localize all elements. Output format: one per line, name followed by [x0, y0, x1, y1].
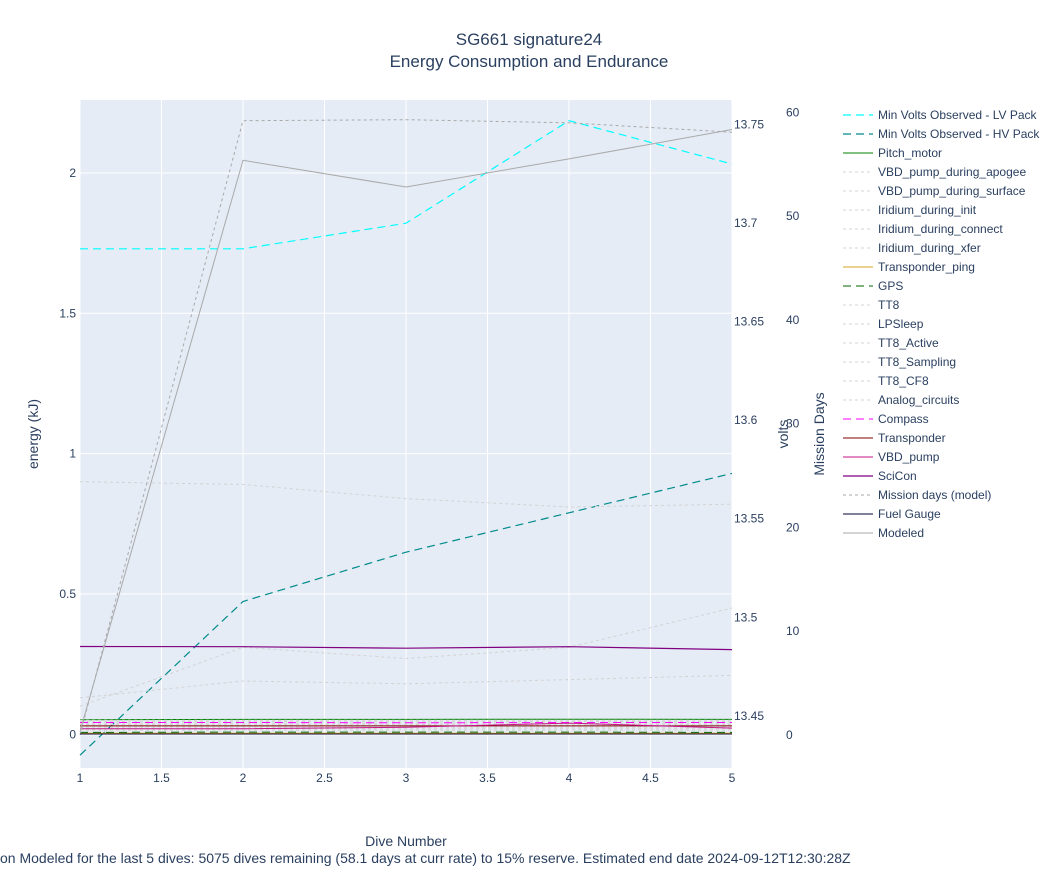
y-tick-label-volts: 13.55: [734, 512, 764, 526]
legend-entry: Iridium_during_init: [878, 203, 977, 217]
legend-entry: TT8_Sampling: [878, 355, 956, 369]
series-line: [79, 119, 733, 735]
x-tick-label: 2.5: [316, 771, 333, 785]
legend-entry: VBD_pump: [878, 450, 940, 464]
legend-entry: VBD_pump_during_apogee: [878, 165, 1026, 179]
y-tick-label-mission-days: 50: [786, 209, 800, 223]
y-tick-label-energy: 1: [69, 447, 76, 461]
y-tick-label-mission-days: 10: [786, 624, 800, 638]
legend-entry: Analog_circuits: [878, 393, 959, 407]
legend-entry: Transponder_ping: [878, 260, 975, 274]
legend-entry: Mission days (model): [878, 488, 991, 502]
y-axis-label-volts: volts: [775, 420, 791, 449]
y-tick-label-energy: 0: [69, 727, 76, 741]
legend-entry: VBD_pump_during_surface: [878, 184, 1026, 198]
x-tick-label: 2: [240, 771, 247, 785]
y-tick-label-energy: 0.5: [59, 587, 76, 601]
legend-entry: Pitch_motor: [878, 146, 942, 160]
x-tick-label: 4.5: [642, 771, 659, 785]
y-tick-label-energy: 1.5: [59, 306, 76, 320]
y-tick-label-energy: 2: [69, 166, 76, 180]
series-line: [79, 718, 733, 721]
legend-entry: Modeled: [878, 526, 924, 540]
y-axis-label-mission-days: Mission Days: [811, 392, 827, 475]
legend-entry: Iridium_during_connect: [878, 222, 1003, 236]
legend-entry: Min Volts Observed - HV Pack: [878, 127, 1040, 141]
chart-subtitle: Energy Consumption and Endurance: [390, 52, 669, 71]
series-line: [79, 607, 733, 707]
y-tick-label-volts: 13.7: [734, 216, 758, 230]
y-tick-label-mission-days: 30: [786, 417, 800, 431]
x-tick-label: 4: [566, 771, 573, 785]
x-tick-label: 3: [403, 771, 410, 785]
legend-entry: TT8: [878, 298, 900, 312]
series-line: [80, 722, 733, 730]
legend-entry: TT8_CF8: [878, 374, 929, 388]
legend-entry: Compass: [878, 412, 929, 426]
y-tick-label-volts: 13.6: [734, 413, 758, 427]
footer-note: on Modeled for the last 5 dives: 5075 di…: [0, 850, 851, 866]
x-tick-label: 5: [729, 771, 736, 785]
y-tick-label-volts: 13.45: [734, 709, 764, 723]
y-tick-label-volts: 13.65: [734, 315, 764, 329]
tick-labels: 1 1.5 2 2.5 3 3.5 4 4.5 500.511.5213.4513.513.55…: [59, 105, 799, 785]
legend-entry: Iridium_during_xfer: [878, 241, 981, 255]
chart-title: SG661 signature24: [456, 30, 603, 49]
legend-entry: Min Volts Observed - LV Pack: [878, 108, 1038, 122]
x-tick-label: 3.5: [479, 771, 496, 785]
y-tick-label-mission-days: 0: [786, 728, 793, 742]
y-axis-label-energy: energy (kJ): [25, 399, 41, 469]
legend-entry: SciCon: [878, 469, 917, 483]
series-line: [79, 472, 733, 756]
series-line: [79, 481, 733, 508]
series-layer: [79, 119, 733, 756]
x-axis-label: Dive Number: [365, 833, 447, 849]
x-tick-label: 1.5: [153, 771, 170, 785]
series-line: [79, 674, 733, 699]
series-line: [79, 645, 733, 651]
legend-entry: Transponder: [878, 431, 946, 445]
legend: Min Volts Observed - LV Pack Min Volts Ob…: [843, 108, 1040, 540]
y-tick-label-volts: 13.5: [734, 610, 758, 624]
legend-entry: GPS: [878, 279, 903, 293]
x-tick-label: 1: [77, 771, 84, 785]
legend-entry: LPSleep: [878, 317, 924, 331]
y-tick-label-mission-days: 40: [786, 313, 800, 327]
legend-entry: TT8_Active: [878, 336, 939, 350]
series-line: [80, 120, 733, 250]
y-tick-label-mission-days: 20: [786, 520, 800, 534]
y-tick-label-volts: 13.75: [734, 118, 764, 132]
legend-entry: Fuel Gauge: [878, 507, 941, 521]
y-tick-label-mission-days: 60: [786, 105, 800, 119]
series-line: [79, 129, 733, 732]
